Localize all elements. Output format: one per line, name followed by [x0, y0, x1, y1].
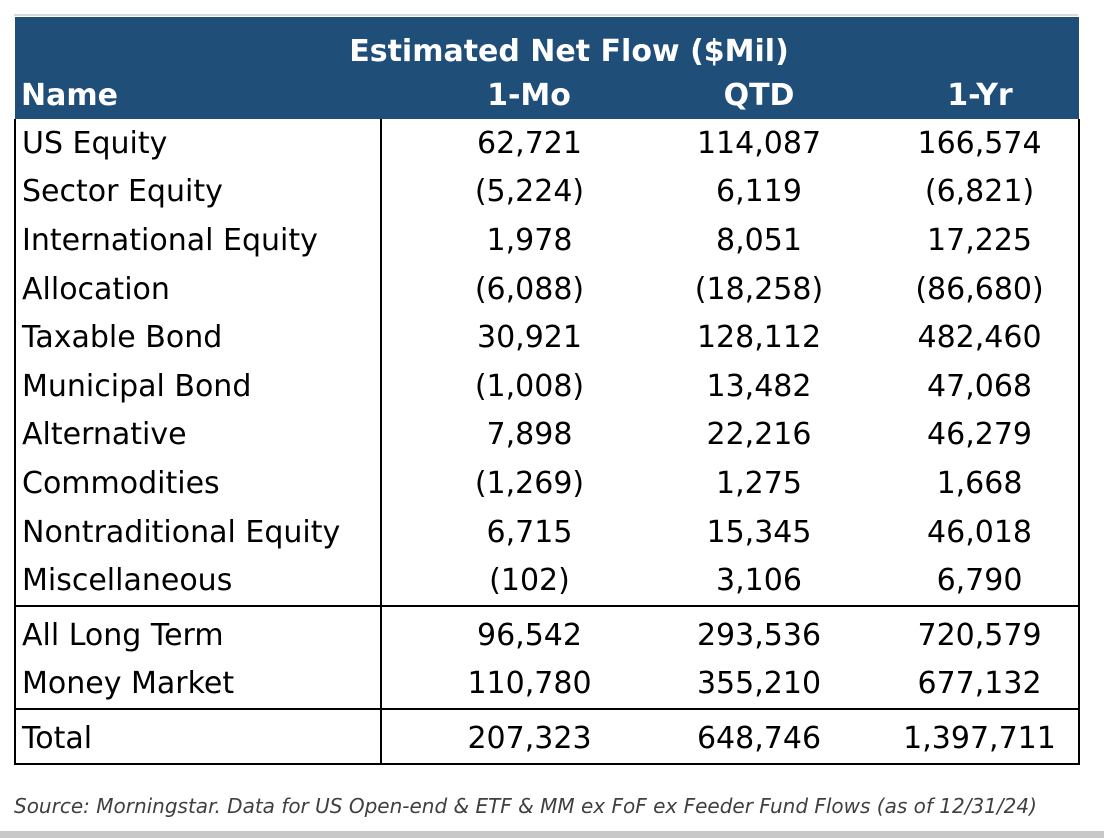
row-qtd-cell: 13,482 [706, 368, 812, 404]
row-1mo-cell: (6,088) [474, 271, 585, 307]
net-flow-table: Estimated Net Flow ($Mil) Name 1-Mo QTD … [14, 17, 1081, 765]
row-1yr-cell: 166,574 [871, 119, 1081, 168]
table-row: Sector Equity (5,224) 6,119 (6,821) [14, 167, 1081, 217]
row-1yr-cell: 720,579 [871, 605, 1081, 660]
row-1yr-cell: 47,068 [871, 361, 1081, 411]
row-name-cell: Money Market [14, 659, 382, 711]
row-1mo-cell: (1,008) [474, 368, 585, 404]
row-1mo-cell: 62,721 [477, 125, 582, 161]
row-name-cell: International Equity [14, 216, 382, 265]
row-1yr-cell: 482,460 [871, 313, 1081, 362]
row-1mo-cell: 30,921 [477, 320, 582, 356]
table-title-row: Estimated Net Flow ($Mil) [15, 17, 1080, 71]
row-1mo-cell: (5,224) [474, 174, 585, 210]
row-1yr-cell: 1,397,711 [871, 709, 1081, 765]
row-name-cell: US Equity [14, 119, 382, 168]
row-name-cell: Alternative [14, 410, 382, 460]
row-qtd-cell: 355,210 [647, 659, 871, 711]
column-header-qtd: QTD [647, 71, 871, 119]
source-note: Source: Morningstar. Data for US Open-en… [14, 794, 1037, 818]
row-1mo-cell: 6,715 [486, 514, 573, 550]
row-name-cell: Miscellaneous [14, 556, 382, 607]
table-body: US Equity 62,721 114,087 166,574 Sector Equi… [14, 119, 1081, 765]
table-row: Nontraditional Equity 6,715 15,345 46,018 [14, 507, 1081, 557]
table-row: Taxable Bond 30,921 128,112 482,460 [14, 313, 1081, 362]
row-1yr-cell: 1,668 [871, 459, 1081, 508]
table-row: Municipal Bond (1,008) 13,482 47,068 [14, 361, 1081, 411]
row-name-cell: Total [14, 709, 382, 765]
row-1mo-cell: 207,323 [381, 709, 647, 765]
table-row: US Equity 62,721 114,087 166,574 [14, 119, 1081, 168]
column-header-name: Name [15, 71, 381, 119]
row-name-cell: Commodities [14, 459, 382, 508]
row-1mo-cell: 1,978 [486, 222, 573, 258]
table-row: Total 207,323 648,746 1,397,711 [14, 709, 1081, 765]
table-title-text: Estimated Net Flow ($Mil) [349, 34, 789, 69]
row-name-cell: All Long Term [14, 605, 382, 660]
row-1yr-cell: 17,225 [871, 216, 1081, 265]
row-1mo-cell: 7,898 [486, 417, 573, 453]
table-row: International Equity 1,978 8,051 17,225 [14, 216, 1081, 265]
top-rule [14, 14, 1078, 16]
row-name-cell: Allocation [14, 264, 382, 314]
column-header-row: Name 1-Mo QTD 1-Yr [15, 71, 1080, 119]
row-qtd-cell: 6,119 [716, 174, 802, 210]
row-name-cell: Municipal Bond [14, 361, 382, 411]
row-qtd-cell: 22,216 [706, 417, 812, 453]
table-row: Allocation (6,088) (18,258) (86,680) [14, 264, 1081, 314]
row-name-cell: Nontraditional Equity [14, 507, 382, 557]
row-name-cell: Taxable Bond [14, 313, 382, 362]
column-header-1mo: 1-Mo [381, 71, 647, 119]
row-qtd-cell: 1,275 [716, 465, 802, 501]
row-1yr-cell: (6,821) [871, 167, 1081, 217]
table-row: Commodities (1,269) 1,275 1,668 [14, 459, 1081, 508]
row-1yr-cell: 677,132 [871, 659, 1081, 711]
column-header-1yr: 1-Yr [871, 71, 1080, 119]
row-1mo-cell: 96,542 [477, 617, 582, 653]
table-row: All Long Term 96,542 293,536 720,579 [14, 605, 1081, 660]
row-qtd-cell: 15,345 [706, 514, 812, 550]
row-qtd-cell: 114,087 [696, 125, 822, 161]
row-qtd-cell: 3,106 [647, 556, 871, 607]
row-qtd-cell: 293,536 [696, 617, 822, 653]
row-name-cell: Sector Equity [14, 167, 382, 217]
row-1yr-cell: 6,790 [871, 556, 1081, 607]
bottom-bar [0, 831, 1104, 838]
row-1mo-cell: (1,269) [474, 465, 585, 501]
row-1yr-cell: 46,018 [871, 507, 1081, 557]
row-1yr-cell: (86,680) [871, 264, 1081, 314]
row-1mo-cell: (102) [381, 556, 647, 607]
row-qtd-cell: 128,112 [696, 320, 822, 356]
row-qtd-cell: 648,746 [647, 709, 871, 765]
row-qtd-cell: 8,051 [716, 222, 802, 258]
table-title: Estimated Net Flow ($Mil) [15, 17, 1080, 71]
row-1mo-cell: 110,780 [381, 659, 647, 711]
table-row: Miscellaneous (102) 3,106 6,790 [14, 556, 1081, 607]
row-1yr-cell: 46,279 [871, 410, 1081, 460]
table-row: Alternative 7,898 22,216 46,279 [14, 410, 1081, 460]
table-row: Money Market 110,780 355,210 677,132 [14, 659, 1081, 711]
row-qtd-cell: (18,258) [694, 271, 824, 307]
